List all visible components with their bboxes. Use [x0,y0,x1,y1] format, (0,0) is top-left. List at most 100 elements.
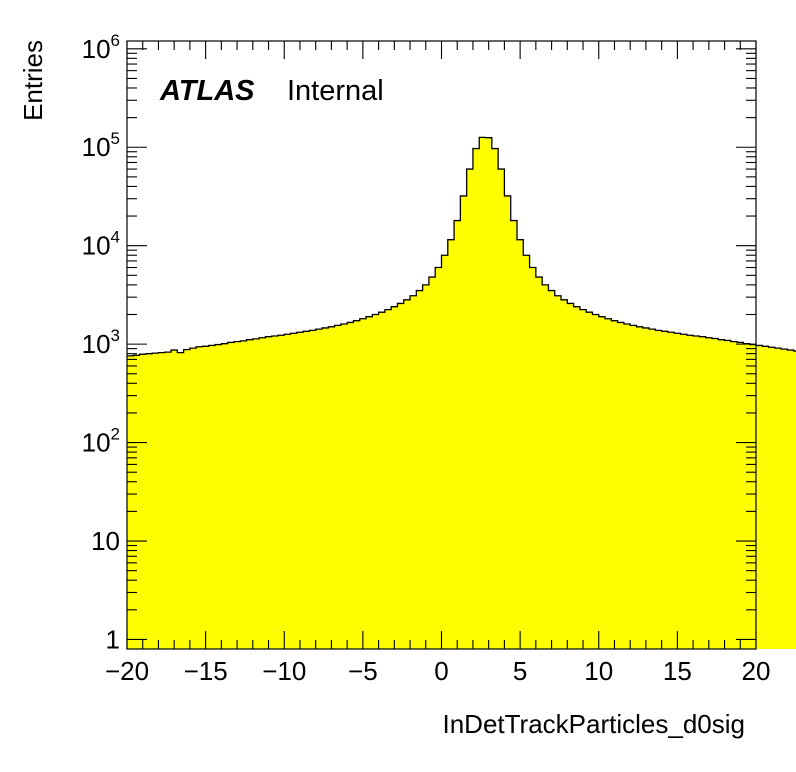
histogram-bar [309,330,317,649]
x-tick-label: −10 [262,656,306,686]
histogram-bar [271,335,279,649]
histogram-bar [133,355,141,649]
x-tick-label: −5 [348,656,378,686]
histogram-bar [290,333,298,649]
histogram-bar [573,306,581,649]
histogram-bar [410,295,417,649]
histogram-bar [177,352,185,649]
y-axis-title: Entries [18,40,48,121]
histogram-bar [422,284,430,649]
histogram-bar [435,267,443,649]
histogram-bar [246,339,254,649]
histogram-bar [756,345,763,649]
x-tick-labels: −20 −15 −10 −5 0 5 10 15 20 [105,656,771,686]
histogram-bar [504,195,512,649]
histogram-bar [724,340,732,649]
histogram-bar [630,325,638,649]
y-tick-label: 105 [82,129,120,162]
histogram-bar [491,148,499,649]
histogram-bar [391,306,399,649]
histogram-bar [498,169,505,649]
y-tick-label: 106 [82,31,120,64]
histogram-bar [762,346,770,649]
histogram-bar [340,324,348,649]
histogram-series [127,136,796,649]
histogram-bar [240,340,248,649]
histogram-bar [605,318,612,649]
histogram-bar [183,349,191,649]
histogram-bar [359,318,367,649]
histogram-bar [334,325,342,649]
histogram-bar [611,320,619,649]
histogram-bar [328,326,336,649]
histogram-outline [127,136,796,357]
x-tick-label: −20 [105,656,149,686]
histogram-bar [366,316,373,649]
histogram-bar [680,334,688,649]
histogram-bar [743,343,751,649]
histogram-bar [472,148,480,649]
histogram-bar [598,316,606,649]
histogram-bar [793,351,796,649]
histogram-bar [781,349,789,649]
histogram-bar [447,239,455,649]
histogram-bar [737,342,745,649]
histogram-bar [636,326,644,649]
histogram-bar [705,337,713,649]
histogram-bar [252,338,260,649]
histogram-bar [416,290,424,649]
histogram-bar [196,346,204,649]
histogram-bar [441,255,449,649]
x-tick-label: 10 [584,656,613,686]
x-tick-label: −15 [184,656,228,686]
histogram-bar [718,339,726,649]
x-axis-title: InDetTrackParticles_d0sig [443,709,746,739]
internal-label: Internal [287,75,384,107]
histogram-bar [233,341,241,649]
histogram-bar [516,239,524,649]
histogram-bar [466,169,474,649]
histogram-bar [403,299,411,649]
histogram-bar [686,335,694,649]
histogram-bar [171,350,178,649]
histogram-bar [579,309,587,649]
histogram-bar [623,324,631,649]
atlas-label: ATLAS [159,75,255,107]
histogram-bar [127,355,134,649]
histogram-bar [768,347,776,649]
histogram-bar [655,330,663,649]
histogram-bar [693,335,700,649]
histogram-bar [372,314,380,649]
histogram-bar [397,303,405,649]
histogram-bar [586,312,594,649]
x-tick-label: 5 [513,656,527,686]
histogram-bar [667,332,675,649]
histogram-bar [296,332,304,649]
histogram-bar [529,267,537,649]
histogram-bar [454,220,461,649]
histogram-bar [384,309,392,649]
histogram-bar [674,333,682,649]
histogram-bar [542,284,550,649]
histogram-bar [189,348,197,649]
histogram-bar [208,345,216,649]
histogram-bar [535,277,543,649]
histogram-bar [548,290,556,649]
y-tick-label: 102 [82,425,120,458]
histogram-bar [259,337,266,649]
histogram-bar [221,343,229,649]
histogram-bar [164,352,172,649]
histogram-bar [561,299,568,649]
plot-frame [126,40,757,650]
histogram-bar [749,344,757,649]
histogram-bar [277,335,285,649]
y-tick-labels: 1 10 102 103 104 105 106 [82,31,120,655]
histogram-bar [642,327,650,649]
histogram-bar [265,336,273,649]
histogram-bar [284,334,292,649]
axis-ticks [126,41,757,649]
histogram-bar [303,331,311,649]
histogram-bar [523,255,531,649]
histogram-bar [215,344,222,649]
